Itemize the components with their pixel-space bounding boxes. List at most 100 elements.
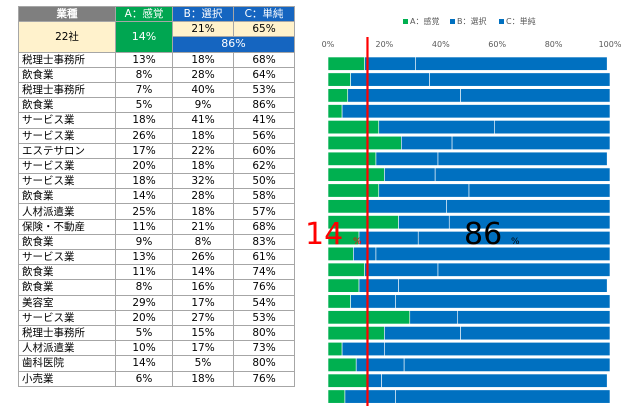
annotation-a-unit: % (353, 237, 362, 247)
cell-a: 18% (115, 173, 173, 190)
bar-segment-c (468, 183, 611, 198)
bar-segment-a (327, 310, 411, 325)
bar-segment-b (378, 183, 470, 198)
cell-b: 22% (172, 142, 234, 159)
bar-segment-c (395, 389, 611, 404)
bar-segment-c (446, 199, 611, 214)
table-row: サービス業 20% 18% 62% (18, 157, 295, 175)
bar-segment-a (327, 183, 380, 198)
legend-label: B：選択 (457, 16, 487, 26)
cell-c: 83% (233, 233, 295, 251)
cell-business: サービス業 (18, 248, 116, 266)
cell-c: 53% (233, 81, 295, 99)
cell-a: 6% (115, 370, 173, 387)
cell-business: 飲食業 (18, 233, 116, 251)
bar-segment-a (327, 104, 343, 119)
cell-b: 14% (172, 264, 234, 281)
bar-segment-a (327, 56, 365, 71)
legend-swatch (499, 19, 504, 24)
cell-a: 7% (115, 81, 173, 99)
bar-segment-b (367, 199, 447, 214)
bar-segment-a (327, 389, 346, 404)
table-row: 美容室 29% 17% 54% (18, 294, 295, 311)
cell-a: 29% (115, 294, 173, 311)
bar-segment-a (327, 373, 368, 388)
table-row: 飲食業 9% 8% 83% (18, 233, 295, 251)
cell-a: 11% (115, 264, 173, 281)
bar-segment-b (384, 167, 436, 182)
x-tick-label: 100% (599, 40, 622, 49)
bar-segment-c (457, 310, 611, 325)
cell-c: 50% (233, 173, 295, 190)
chart-annotations: 14% 86% (305, 217, 520, 252)
bar-segment-c (451, 135, 611, 150)
bar-segment-c (437, 151, 608, 166)
cell-a: 14% (115, 188, 173, 205)
legend-label: A：感覚 (410, 16, 439, 26)
summary-b: 21% (172, 21, 234, 38)
bar-segment-c (367, 104, 611, 119)
cell-a: 11% (115, 218, 173, 235)
cell-b: 18% (172, 203, 234, 220)
bar-segment-c (460, 326, 611, 341)
bar-segment-b (344, 389, 396, 404)
table-row: 飲食業 5% 9% 86% (18, 97, 295, 114)
bar-segment-c (417, 231, 611, 246)
cell-b: 28% (172, 188, 234, 205)
summary-c: 65% (233, 21, 295, 38)
cell-a: 9% (115, 233, 173, 251)
bar-segment-a (327, 294, 351, 309)
table-row: エステサロン 17% 22% 60% (18, 142, 295, 159)
bar-segment-a (327, 167, 385, 182)
bar-segment-c (434, 167, 611, 182)
chart-legend: A：感覚 B：選択 C：単純 (403, 16, 536, 26)
cell-a: 18% (115, 112, 173, 129)
table-row: 保険・不動産 11% 21% 68% (18, 218, 295, 235)
cell-b: 17% (172, 340, 234, 357)
cell-c: 73% (233, 340, 295, 357)
bar-segment-b (350, 72, 430, 87)
company-count: 22社 (18, 21, 116, 53)
cell-a: 20% (115, 157, 173, 175)
bar-segment-c (381, 373, 608, 388)
header-b: B：選択 (172, 5, 234, 23)
legend-label: C：単純 (506, 16, 536, 26)
cell-b: 5% (172, 355, 234, 372)
table-row: サービス業 18% 32% 50% (18, 173, 295, 190)
table-row: 税理士事務所 13% 18% 68% (18, 51, 295, 68)
bar-segment-c (494, 120, 611, 135)
cell-b: 18% (172, 127, 234, 144)
x-tick-label: 40% (432, 40, 450, 49)
bar-segment-c (448, 215, 611, 230)
cell-c: 57% (233, 203, 295, 220)
cell-b: 8% (172, 233, 234, 251)
annotation-bc-unit: % (511, 237, 520, 247)
cell-business: 税理士事務所 (18, 81, 116, 99)
cell-c: 60% (233, 142, 295, 159)
cell-b: 17% (172, 294, 234, 311)
cell-c: 74% (233, 264, 295, 281)
bar-segment-b (355, 357, 405, 372)
cell-a: 14% (115, 355, 173, 372)
cell-a: 5% (115, 97, 173, 114)
bar-segment-a (327, 72, 351, 87)
cell-a: 10% (115, 340, 173, 357)
bar-segment-a (327, 341, 343, 356)
cell-b: 28% (172, 66, 234, 83)
annotation-bc-value: 86 (464, 217, 502, 252)
bar-segment-c (415, 56, 608, 71)
cell-business: 飲食業 (18, 264, 116, 281)
table-row: 人材派遣業 25% 18% 57% (18, 203, 295, 220)
cell-c: 86% (233, 97, 295, 114)
bar-segment-c (375, 246, 611, 261)
bar-segment-a (327, 135, 402, 150)
bar-segment-c (384, 341, 611, 356)
legend-swatch (403, 19, 408, 24)
bar-segment-a (327, 262, 365, 277)
cell-c: 80% (233, 355, 295, 372)
cell-business: 保険・不動産 (18, 218, 116, 235)
bar-segment-a (327, 278, 360, 293)
cell-a: 26% (115, 127, 173, 144)
cell-business: 飲食業 (18, 188, 116, 205)
cell-c: 80% (233, 324, 295, 342)
